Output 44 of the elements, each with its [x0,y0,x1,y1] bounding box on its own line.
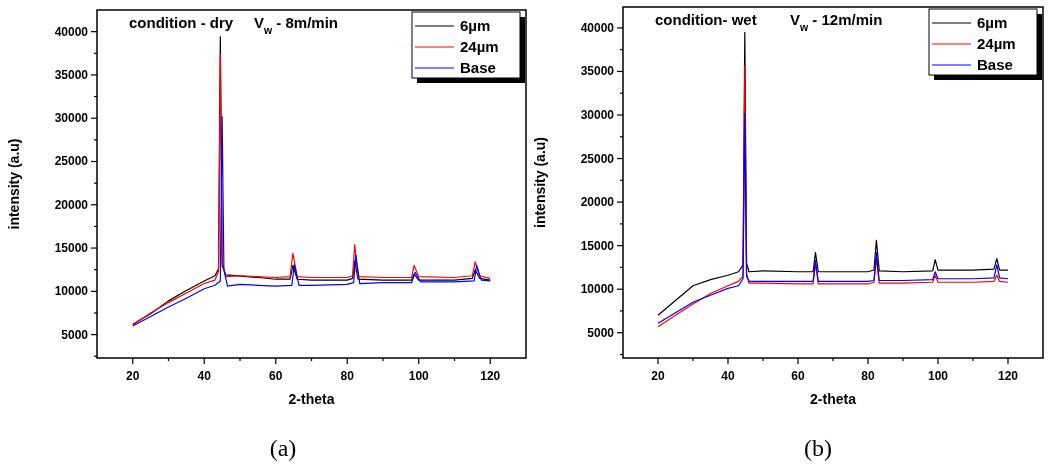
y-tick-label: 30000 [54,111,89,126]
y-tick-label: 15000 [580,238,615,253]
x-tick-label: 40 [197,369,212,383]
y-axis-title: intensity (a.u) [532,136,548,229]
x-tick-label: 100 [927,369,949,383]
x-tick-label: 120 [997,369,1019,383]
line-series [657,112,1009,324]
chart-title: condition - dry V$_{w}$ - 8m/min [129,14,339,36]
y-tick-label: 5000 [587,325,615,340]
text: (a) [269,435,297,461]
x-tick-label: 40 [721,369,735,383]
y-tick-label: 10000 [580,282,615,297]
x-tick-label: 60 [269,369,283,383]
legend-label: 6µm [460,17,491,34]
y-tick-label: 5000 [61,327,89,342]
line-series [132,115,491,327]
x-tick-label: 100 [408,369,430,383]
y-tick-label: 40000 [54,24,89,39]
x-tick-label: 60 [791,369,805,383]
x-axis-title: 2-theta [810,391,857,407]
y-tick-label: 25000 [54,154,89,169]
y-axis-title: intensity (a.u) [6,138,22,230]
x-tick-label: 20 [126,369,140,383]
x-tick-label: 120 [480,369,501,383]
legend-label: 6µm [977,14,1008,31]
y-tick-label: 40000 [580,20,615,35]
y-tick-label: 15000 [54,241,89,256]
x-axis-title: 2-theta [288,391,335,407]
legend-label: Base [977,56,1013,73]
legend-label: 24µm [977,35,1016,52]
x-tick-label: 20 [651,369,665,383]
y-tick-label: 35000 [580,64,615,79]
x-tick-label: 80 [340,369,355,383]
legend-label: 24µm [460,38,499,55]
text: (b) [804,435,832,461]
y-tick-label: 35000 [54,67,89,82]
y-tick-label: 30000 [580,108,615,122]
x-tick-label: 80 [861,369,875,383]
legend-label: Base [460,59,496,76]
y-tick-label: 20000 [580,195,615,210]
text: condition- wet V$_{w}$ - 12m/min [655,11,883,33]
y-tick-label: 25000 [580,151,615,166]
y-tick-label: 20000 [54,197,89,212]
y-tick-label: 10000 [54,284,89,299]
